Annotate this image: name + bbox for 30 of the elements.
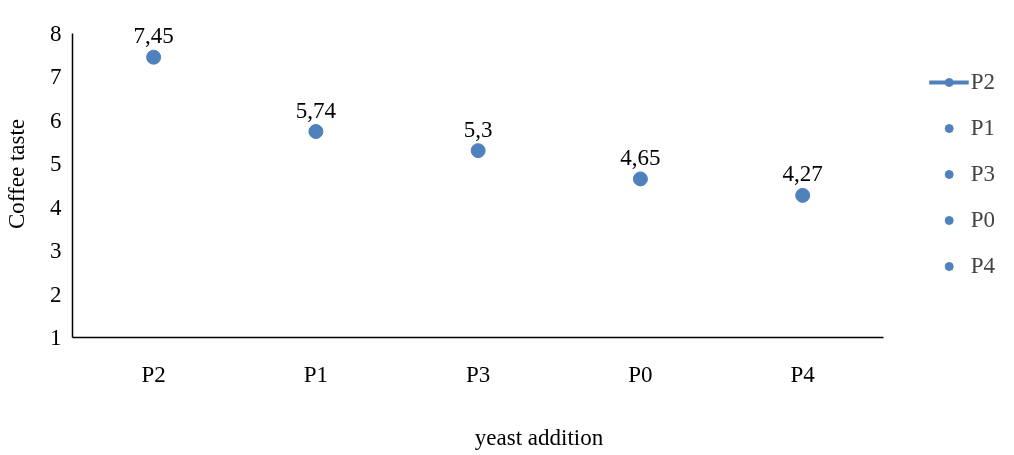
x-tick-label: P1 xyxy=(303,361,329,387)
x-tick-label: P0 xyxy=(628,361,653,387)
legend-label: P2 xyxy=(970,68,995,95)
x-tick-label: P3 xyxy=(466,361,491,387)
legend-label: P4 xyxy=(970,252,995,279)
y-axis-title: Coffee taste xyxy=(4,118,29,230)
y-tick-label: 7 xyxy=(50,64,62,90)
point xyxy=(470,143,486,159)
point xyxy=(795,187,811,203)
y-tick-label: 6 xyxy=(50,107,62,133)
legend-label: P1 xyxy=(970,114,995,141)
data-label: 4,65 xyxy=(620,144,661,170)
data-label: 7,45 xyxy=(133,23,174,49)
data-label: 5,3 xyxy=(463,116,493,142)
legend-label: P0 xyxy=(970,206,995,233)
x-axis-title: yeast addition xyxy=(474,424,604,450)
point xyxy=(632,171,648,187)
data-label: 5,74 xyxy=(295,97,337,123)
y-tick-label: 2 xyxy=(50,281,62,307)
y-tick-label: 3 xyxy=(50,238,62,264)
data-label: 4,27 xyxy=(782,161,823,187)
x-tick-label: P2 xyxy=(141,361,166,387)
point xyxy=(146,49,162,65)
point xyxy=(308,124,324,140)
legend-label: P3 xyxy=(970,160,995,187)
y-tick-label: 4 xyxy=(50,194,62,220)
x-tick-label: P4 xyxy=(790,361,816,387)
y-tick-label: 8 xyxy=(50,20,62,46)
y-tick-label: 1 xyxy=(50,325,62,350)
y-tick-label: 5 xyxy=(50,151,62,177)
